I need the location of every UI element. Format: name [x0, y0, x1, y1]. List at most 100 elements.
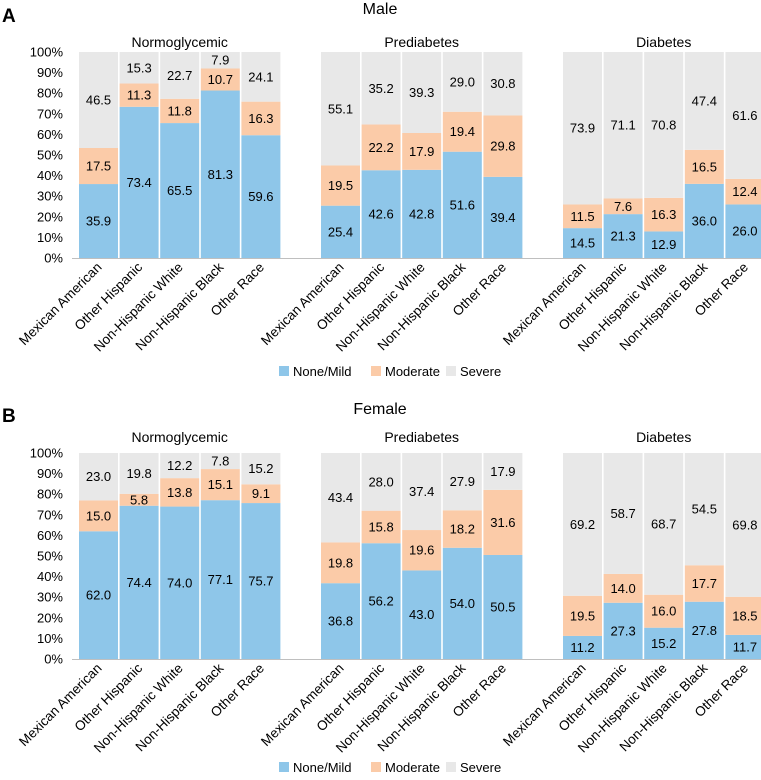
panel-a-y-tick-label: 30%: [37, 189, 63, 204]
panel-a-bar-none-mild: [79, 184, 118, 258]
panel-a-bar-severe: [79, 52, 118, 148]
panel-a-bar-none-mild: [321, 205, 360, 258]
panel-a-data-label: 7.6: [614, 199, 632, 214]
panel-a-bar-severe: [644, 52, 684, 198]
panel-b-letter: B: [2, 406, 16, 427]
panel-a-data-label: 35.9: [86, 214, 111, 229]
panel-a-data-label: 42.8: [409, 206, 434, 221]
panel-b-data-label: 14.0: [610, 581, 635, 596]
panel-a-data-label: 12.9: [651, 237, 676, 252]
panel-b-bar-severe: [119, 453, 159, 494]
panel-b-bar-moderate: [684, 565, 724, 602]
panel-b-bar-severe: [241, 453, 281, 485]
panel-b-bar-moderate: [402, 530, 442, 571]
panel-a-data-label: 39.3: [409, 85, 434, 100]
panel-a-data-label: 22.7: [167, 68, 192, 83]
panel-a-group-title: Diabetes: [636, 34, 691, 50]
panel-b-bar-severe: [402, 453, 442, 531]
panel-b-bar-moderate: [160, 478, 200, 507]
panel-b-y-tick-label: 10%: [37, 631, 63, 646]
panel-a-bar-severe: [119, 52, 159, 84]
panel-a-bar-none-mild: [483, 176, 523, 258]
panel-b-data-label: 56.2: [368, 594, 393, 609]
panel-a-data-label: 39.4: [490, 210, 515, 225]
panel-a-y-tick-label: 80%: [37, 86, 63, 101]
panel-a-data-label: 10.7: [208, 72, 233, 87]
panel-a-data-label: 59.6: [248, 189, 273, 204]
panel-b-bar-moderate: [241, 484, 281, 504]
panel-a-data-label: 19.4: [450, 124, 475, 139]
panel-a-bar-moderate: [483, 115, 523, 177]
panel-a-bar-severe: [160, 52, 200, 99]
panel-a-bar-moderate: [79, 147, 118, 185]
panel-b-data-label: 54.5: [692, 502, 717, 517]
panel-a-bar-moderate: [402, 132, 442, 170]
panel-b-bar-severe: [442, 453, 482, 511]
panel-a-data-label: 15.3: [126, 60, 151, 75]
panel-b-y-tick-label: 60%: [37, 528, 63, 543]
panel-b-data-label: 27.8: [692, 623, 717, 638]
panel-a-data-label: 22.2: [368, 140, 393, 155]
panel-a-bar-moderate: [200, 68, 240, 91]
panel-a-bar-moderate: [160, 98, 200, 124]
panel-b-bar-none-mild: [361, 543, 401, 659]
panel-a-bar-severe: [361, 52, 401, 125]
panel-a-bar-moderate: [684, 149, 724, 184]
panel-a-bar-moderate: [361, 124, 401, 171]
panel-b-data-label: 74.0: [167, 575, 192, 590]
panel-b-legend-label: Moderate: [385, 760, 440, 775]
panel-a-data-label: 19.5: [328, 178, 353, 193]
panel-b-data-label: 50.5: [490, 599, 515, 614]
panel-b-bar-none-mild: [563, 635, 602, 659]
panel-a-data-label: 73.4: [126, 175, 151, 190]
panel-a-bar-none-mild: [241, 135, 281, 258]
panel-b-y-tick-label: 40%: [37, 569, 63, 584]
panel-a-bar-moderate: [725, 178, 761, 205]
panel-a-legend-label: Severe: [460, 364, 501, 379]
panel-a-data-label: 29.0: [450, 74, 475, 89]
panel-b-bar-moderate: [603, 573, 643, 603]
panel-b-data-label: 62.0: [86, 588, 111, 603]
panel-b-bar-moderate: [361, 510, 401, 544]
panel-a-y-tick-label: 100%: [30, 45, 64, 60]
panel-a-bar-severe: [402, 52, 442, 133]
panel-b-y-tick-label: 80%: [37, 487, 63, 502]
panel-a-data-label: 11.5: [570, 209, 594, 224]
panel-a-bar-moderate: [321, 165, 360, 206]
panel-a-bar-moderate: [563, 204, 602, 229]
panel-a-y-tick-label: 60%: [37, 127, 63, 142]
panel-a-group-title: Normoglycemic: [131, 34, 227, 50]
panel-b-data-label: 18.2: [450, 522, 475, 537]
panel-a-bar-none-mild: [725, 204, 761, 258]
panel-b-bar-severe: [684, 453, 724, 566]
panel-b-y-tick-label: 70%: [37, 507, 63, 522]
panel-b-data-label: 15.1: [208, 477, 233, 492]
panel-a-y-tick-label: 90%: [37, 65, 63, 80]
panel-a-y-tick-label: 0%: [44, 251, 63, 266]
panel-a-legend-label: None/Mild: [293, 364, 352, 379]
panel-b-bar-moderate: [725, 596, 761, 635]
panel-b-y-tick-label: 0%: [44, 652, 63, 667]
panel-a-data-label: 81.3: [208, 167, 233, 182]
panel-b-bar-severe: [79, 453, 118, 501]
panel-a-data-label: 51.6: [450, 197, 475, 212]
panel-b-data-label: 23.0: [86, 469, 111, 484]
panel-a-data-label: 12.4: [732, 184, 757, 199]
panel-a-data-label: 17.5: [86, 159, 111, 174]
panel-b-data-label: 75.7: [248, 574, 273, 589]
panel-a-y-tick-label: 50%: [37, 148, 63, 163]
panel-b-data-label: 5.8: [130, 492, 148, 507]
panel-a-y-tick-label: 10%: [37, 230, 63, 245]
panel-b-data-label: 74.4: [126, 575, 151, 590]
panel-b-group-title: Diabetes: [636, 429, 691, 445]
panel-b-data-label: 15.2: [248, 461, 273, 476]
panel-b-bar-moderate: [563, 595, 602, 636]
panel-b-data-label: 12.2: [167, 458, 192, 473]
panel-b-data-label: 11.7: [733, 639, 757, 654]
panel-a-bar-severe: [684, 52, 724, 150]
panel-a-bar-none-mild: [119, 106, 159, 259]
panel-a-group-title: Prediabetes: [384, 34, 459, 50]
panel-a-data-label: 11.8: [168, 103, 192, 118]
panel-a-data-label: 11.3: [127, 88, 151, 103]
panel-a-data-label: 21.3: [610, 229, 635, 244]
